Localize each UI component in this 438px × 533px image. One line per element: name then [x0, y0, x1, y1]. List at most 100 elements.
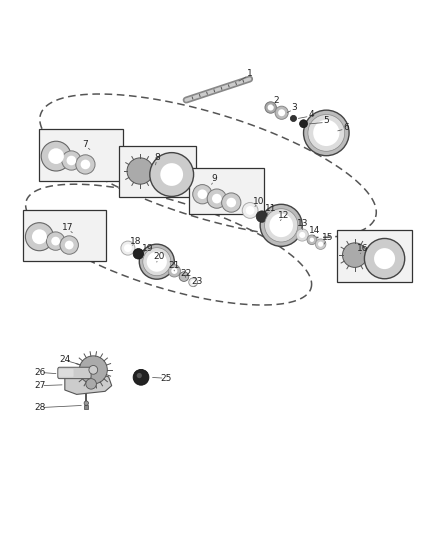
Circle shape: [296, 229, 308, 241]
Circle shape: [212, 194, 222, 204]
Text: 4: 4: [308, 110, 314, 119]
Text: 8: 8: [155, 154, 161, 163]
Text: 26: 26: [35, 368, 46, 377]
Text: 11: 11: [265, 204, 276, 213]
Circle shape: [133, 369, 149, 385]
Circle shape: [48, 148, 64, 164]
Text: 10: 10: [253, 197, 264, 206]
Circle shape: [148, 253, 166, 271]
Circle shape: [133, 248, 144, 259]
Text: 23: 23: [191, 277, 203, 286]
Bar: [84, 405, 88, 409]
Circle shape: [160, 163, 183, 186]
Circle shape: [256, 211, 268, 222]
Circle shape: [290, 115, 297, 122]
FancyBboxPatch shape: [59, 369, 74, 377]
Circle shape: [193, 184, 212, 204]
Circle shape: [46, 232, 65, 251]
Circle shape: [343, 243, 367, 268]
Circle shape: [265, 209, 298, 242]
Circle shape: [65, 241, 74, 249]
Text: 7: 7: [82, 140, 88, 149]
Polygon shape: [65, 374, 112, 394]
FancyBboxPatch shape: [58, 367, 91, 378]
Circle shape: [374, 248, 395, 269]
Circle shape: [265, 102, 276, 113]
Circle shape: [41, 141, 71, 171]
Circle shape: [304, 110, 349, 156]
Circle shape: [191, 280, 195, 285]
Circle shape: [121, 241, 135, 255]
Text: 2: 2: [273, 96, 279, 106]
Text: 3: 3: [291, 103, 297, 112]
Circle shape: [150, 152, 194, 197]
Text: 24: 24: [59, 355, 71, 364]
Circle shape: [260, 204, 302, 246]
Bar: [189, 168, 264, 214]
Circle shape: [25, 223, 53, 251]
Circle shape: [246, 206, 254, 215]
Text: 25: 25: [160, 374, 171, 383]
Circle shape: [143, 248, 171, 276]
Circle shape: [81, 159, 90, 169]
Text: 22: 22: [180, 269, 191, 278]
Bar: [337, 230, 412, 282]
Text: 16: 16: [357, 245, 368, 254]
Circle shape: [278, 109, 285, 116]
Circle shape: [314, 121, 338, 145]
Circle shape: [32, 229, 47, 244]
Circle shape: [315, 239, 326, 249]
Circle shape: [62, 151, 81, 170]
Circle shape: [268, 104, 274, 110]
Text: 18: 18: [130, 237, 141, 246]
Circle shape: [124, 244, 132, 252]
Circle shape: [226, 198, 236, 207]
Circle shape: [270, 214, 292, 236]
Text: 1: 1: [247, 69, 253, 78]
Bar: [23, 209, 106, 261]
Text: 9: 9: [212, 174, 218, 183]
Text: 5: 5: [323, 116, 329, 125]
Circle shape: [307, 235, 317, 245]
Text: 20: 20: [153, 252, 164, 261]
Circle shape: [275, 106, 288, 119]
Circle shape: [147, 252, 167, 272]
Circle shape: [364, 238, 405, 279]
Text: 14: 14: [309, 226, 320, 235]
Circle shape: [269, 214, 293, 237]
Circle shape: [318, 241, 323, 247]
Bar: [39, 128, 123, 181]
Circle shape: [198, 189, 207, 199]
Text: 13: 13: [297, 219, 308, 228]
Circle shape: [127, 158, 153, 184]
Circle shape: [171, 268, 177, 274]
Text: 15: 15: [322, 233, 333, 242]
Text: 12: 12: [278, 211, 290, 220]
Circle shape: [139, 244, 174, 279]
Circle shape: [76, 155, 95, 174]
Bar: [119, 146, 196, 197]
Circle shape: [313, 120, 339, 146]
Circle shape: [222, 193, 241, 212]
Circle shape: [242, 203, 258, 219]
Circle shape: [310, 238, 314, 242]
Circle shape: [84, 401, 88, 405]
Circle shape: [300, 120, 307, 128]
Circle shape: [89, 366, 98, 374]
Circle shape: [51, 237, 60, 246]
Text: 19: 19: [142, 244, 154, 253]
Text: 17: 17: [62, 223, 74, 232]
Circle shape: [79, 356, 107, 384]
Circle shape: [207, 189, 226, 208]
Circle shape: [60, 236, 78, 254]
Circle shape: [299, 232, 305, 238]
Text: 6: 6: [343, 123, 349, 132]
Circle shape: [189, 278, 198, 287]
Circle shape: [179, 272, 189, 281]
Text: 28: 28: [35, 403, 46, 412]
Circle shape: [308, 115, 345, 151]
Text: 21: 21: [169, 261, 180, 270]
Circle shape: [67, 156, 76, 165]
Text: 27: 27: [35, 381, 46, 390]
Circle shape: [168, 265, 180, 277]
